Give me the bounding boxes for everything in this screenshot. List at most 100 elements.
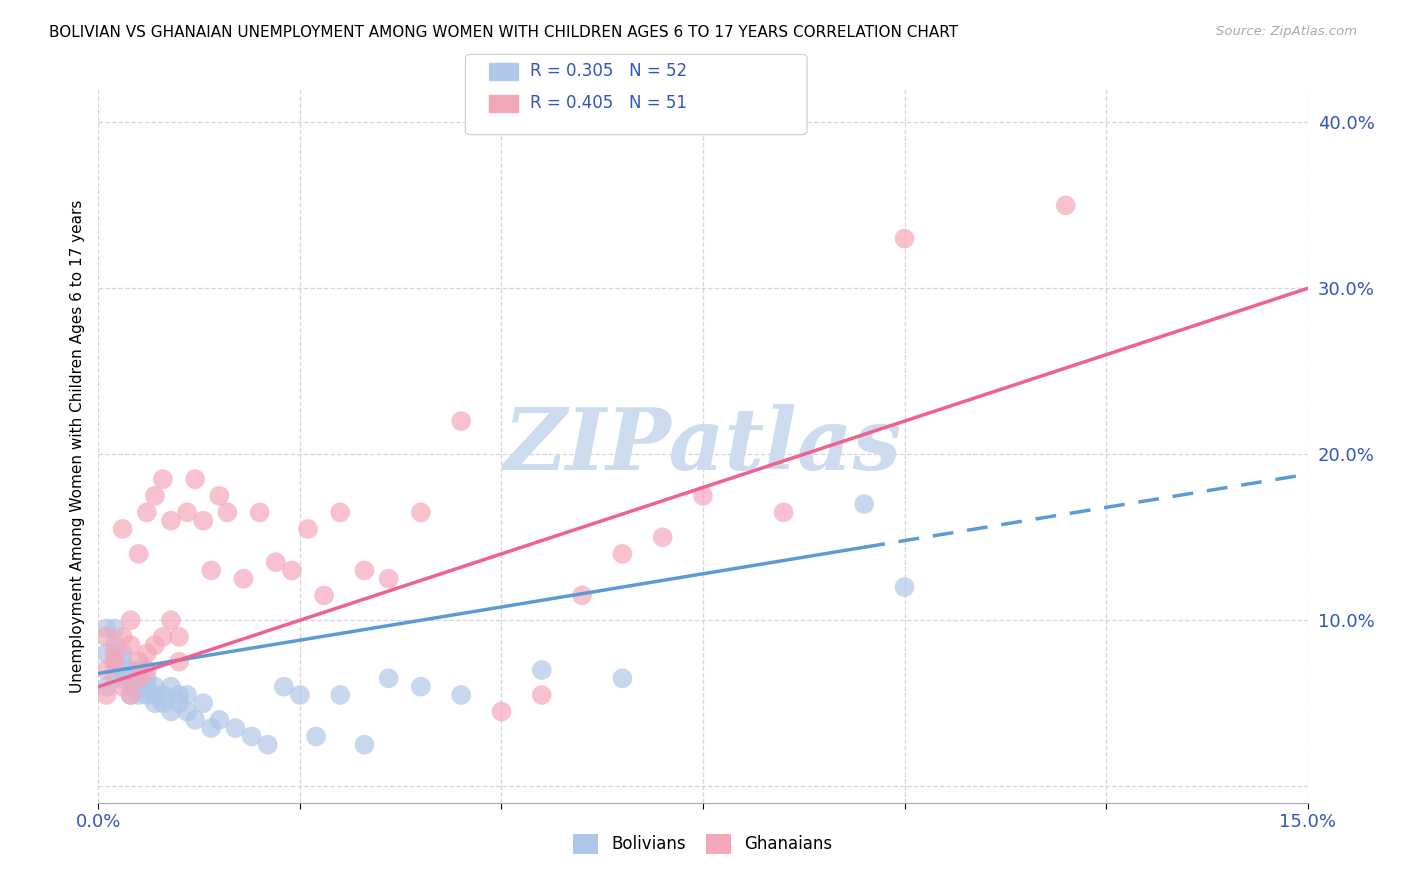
- Point: [853, 497, 876, 511]
- Point: [103, 671, 125, 685]
- Point: [96, 630, 118, 644]
- Point: [96, 622, 118, 636]
- Point: [128, 680, 150, 694]
- Point: [96, 663, 118, 677]
- Point: [143, 638, 166, 652]
- Point: [256, 738, 278, 752]
- Point: [120, 688, 142, 702]
- Text: BOLIVIAN VS GHANAIAN UNEMPLOYMENT AMONG WOMEN WITH CHILDREN AGES 6 TO 17 YEARS C: BOLIVIAN VS GHANAIAN UNEMPLOYMENT AMONG …: [49, 25, 959, 40]
- Point: [135, 647, 157, 661]
- Point: [208, 713, 231, 727]
- Point: [167, 655, 190, 669]
- Point: [135, 688, 157, 702]
- Point: [264, 555, 287, 569]
- Point: [409, 505, 432, 519]
- Point: [152, 696, 174, 710]
- Point: [893, 580, 915, 594]
- Point: [152, 472, 174, 486]
- Point: [120, 671, 142, 685]
- Point: [103, 647, 125, 661]
- Point: [240, 730, 263, 744]
- Point: [184, 713, 207, 727]
- Point: [208, 489, 231, 503]
- Point: [160, 514, 183, 528]
- Point: [96, 647, 118, 661]
- Point: [281, 564, 304, 578]
- Point: [450, 688, 472, 702]
- Point: [772, 505, 794, 519]
- Point: [571, 588, 593, 602]
- Point: [128, 655, 150, 669]
- Point: [128, 671, 150, 685]
- Point: [167, 696, 190, 710]
- Point: [893, 231, 915, 245]
- Point: [120, 663, 142, 677]
- Point: [96, 680, 118, 694]
- Point: [450, 414, 472, 428]
- Point: [1054, 198, 1077, 212]
- Point: [329, 688, 352, 702]
- Point: [193, 514, 215, 528]
- Point: [353, 738, 375, 752]
- Point: [160, 680, 183, 694]
- Legend: Bolivians, Ghanaians: Bolivians, Ghanaians: [565, 825, 841, 863]
- Point: [176, 705, 198, 719]
- Text: Source: ZipAtlas.com: Source: ZipAtlas.com: [1216, 25, 1357, 38]
- Point: [305, 730, 328, 744]
- Point: [135, 680, 157, 694]
- Point: [152, 630, 174, 644]
- Point: [128, 663, 150, 677]
- Point: [612, 671, 634, 685]
- Point: [353, 564, 375, 578]
- Point: [135, 505, 157, 519]
- Point: [111, 522, 134, 536]
- Point: [176, 505, 198, 519]
- Point: [111, 671, 134, 685]
- Point: [249, 505, 271, 519]
- Point: [111, 680, 134, 694]
- Point: [530, 688, 553, 702]
- Point: [167, 630, 190, 644]
- Point: [111, 647, 134, 661]
- Point: [128, 688, 150, 702]
- Point: [297, 522, 319, 536]
- Point: [103, 638, 125, 652]
- Point: [692, 489, 714, 503]
- Point: [329, 505, 352, 519]
- Point: [184, 472, 207, 486]
- Text: R = 0.405   N = 51: R = 0.405 N = 51: [530, 95, 688, 112]
- Point: [224, 721, 246, 735]
- Point: [491, 705, 513, 719]
- Point: [288, 688, 311, 702]
- Point: [200, 564, 222, 578]
- Point: [377, 572, 399, 586]
- Point: [167, 688, 190, 702]
- Point: [143, 489, 166, 503]
- Point: [103, 655, 125, 669]
- Point: [143, 680, 166, 694]
- Point: [377, 671, 399, 685]
- Point: [128, 547, 150, 561]
- Point: [111, 655, 134, 669]
- Y-axis label: Unemployment Among Women with Children Ages 6 to 17 years: Unemployment Among Women with Children A…: [69, 199, 84, 693]
- Point: [111, 663, 134, 677]
- Point: [143, 688, 166, 702]
- Point: [314, 588, 336, 602]
- Point: [152, 688, 174, 702]
- Point: [409, 680, 432, 694]
- Point: [120, 638, 142, 652]
- Point: [103, 622, 125, 636]
- Point: [217, 505, 239, 519]
- Point: [120, 613, 142, 627]
- Point: [612, 547, 634, 561]
- Point: [135, 671, 157, 685]
- Point: [160, 705, 183, 719]
- Point: [200, 721, 222, 735]
- Point: [120, 688, 142, 702]
- Point: [128, 671, 150, 685]
- Point: [103, 655, 125, 669]
- Point: [120, 680, 142, 694]
- Point: [96, 688, 118, 702]
- Point: [143, 696, 166, 710]
- Point: [135, 663, 157, 677]
